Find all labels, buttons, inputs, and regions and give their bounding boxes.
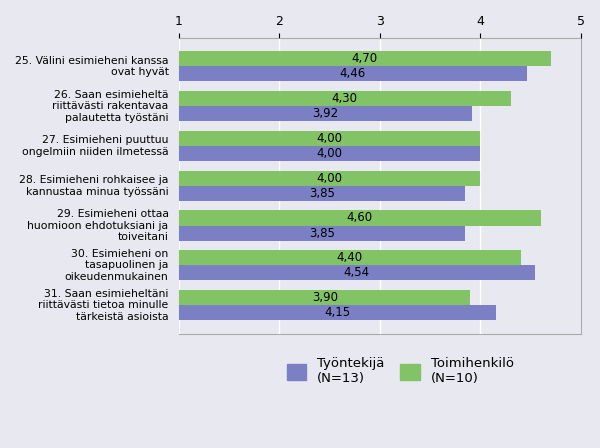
Text: 4,46: 4,46 [340, 67, 366, 80]
Bar [179, 131, 481, 146]
Bar [179, 51, 551, 66]
Bar [179, 186, 466, 201]
Bar [179, 146, 481, 161]
Text: 4,60: 4,60 [347, 211, 373, 224]
Bar [179, 305, 496, 320]
Text: 4,30: 4,30 [332, 92, 358, 105]
Bar [179, 66, 527, 82]
Bar [179, 250, 521, 265]
Bar [179, 91, 511, 106]
Bar [179, 171, 481, 186]
Text: 4,00: 4,00 [317, 147, 343, 160]
Legend: Työntekijä
(N=13), Toimihenkilö
(N=10): Työntekijä (N=13), Toimihenkilö (N=10) [281, 352, 519, 391]
Bar [179, 225, 466, 241]
Text: 4,00: 4,00 [317, 172, 343, 185]
Text: 3,92: 3,92 [313, 107, 339, 120]
Bar [179, 290, 470, 305]
Text: 4,40: 4,40 [337, 251, 363, 264]
Bar [179, 211, 541, 225]
Text: 3,85: 3,85 [309, 227, 335, 240]
Text: 3,90: 3,90 [311, 291, 338, 304]
Text: 4,70: 4,70 [352, 52, 378, 65]
Text: 3,85: 3,85 [309, 187, 335, 200]
Bar [179, 106, 472, 121]
Text: 4,15: 4,15 [324, 306, 350, 319]
Text: 4,00: 4,00 [317, 132, 343, 145]
Bar [179, 265, 535, 280]
Text: 4,54: 4,54 [344, 267, 370, 280]
